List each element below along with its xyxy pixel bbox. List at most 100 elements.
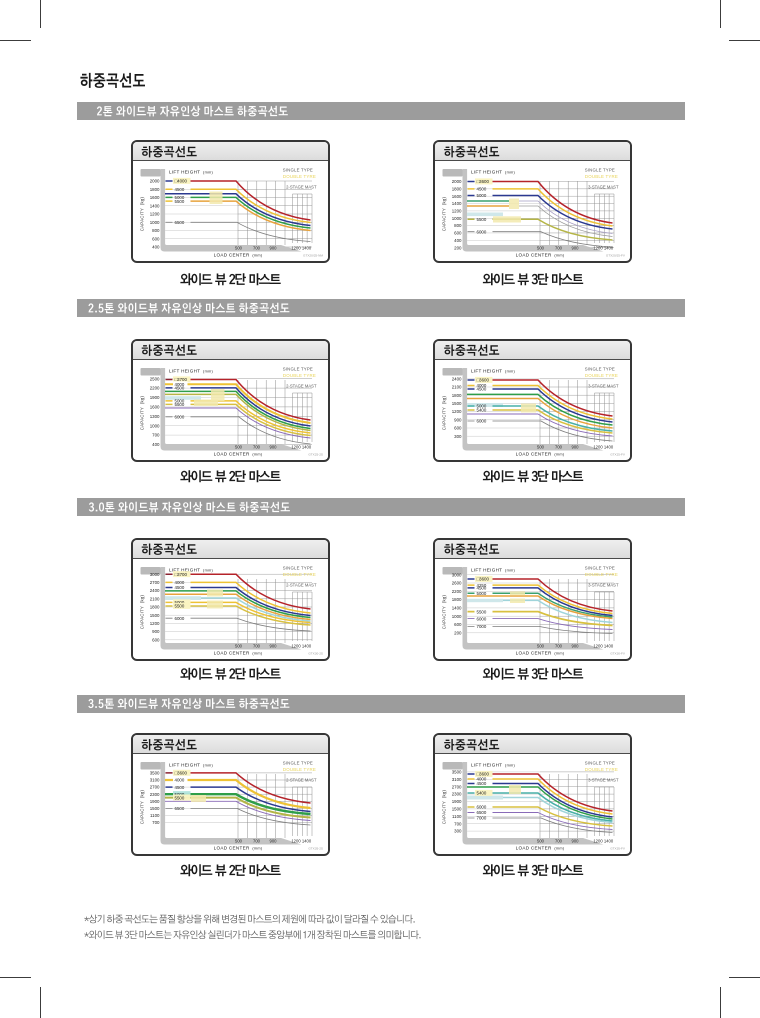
- svg-text:2000: 2000: [149, 179, 159, 184]
- svg-text:DOUBLE TYRE: DOUBLE TYRE: [585, 174, 618, 179]
- svg-text:900: 900: [454, 417, 462, 422]
- svg-text:500: 500: [537, 444, 545, 449]
- svg-text:4500: 4500: [477, 187, 487, 192]
- svg-text:2-STAGE MAST: 2-STAGE MAST: [286, 582, 317, 587]
- svg-text:4000: 4000: [174, 778, 184, 783]
- svg-text:LIFT HEIGHT (mm): LIFT HEIGHT (mm): [471, 567, 515, 572]
- svg-text:500: 500: [235, 246, 243, 251]
- svg-text:□3600: □3600: [477, 772, 490, 777]
- svg-text:LIFT HEIGHT (mm): LIFT HEIGHT (mm): [169, 170, 213, 175]
- svg-text:DOUBLE TYRE: DOUBLE TYRE: [585, 372, 618, 377]
- svg-text:1200: 1200: [291, 839, 301, 844]
- svg-text:3000: 3000: [149, 571, 159, 576]
- svg-text:800: 800: [152, 228, 160, 233]
- svg-text:2700: 2700: [149, 785, 159, 790]
- svg-text:1900: 1900: [149, 799, 159, 804]
- svg-text:SINGLE TYPE: SINGLE TYPE: [282, 761, 312, 766]
- svg-text:2-STAGE MAST: 2-STAGE MAST: [286, 185, 317, 190]
- svg-text:2300: 2300: [452, 792, 462, 797]
- svg-text:5000: 5000: [477, 590, 487, 595]
- svg-text:1600: 1600: [149, 404, 159, 409]
- svg-text:2400: 2400: [149, 588, 159, 593]
- svg-text:700: 700: [555, 444, 563, 449]
- svg-text:LIFT HEIGHT (mm): LIFT HEIGHT (mm): [169, 368, 213, 373]
- svg-text:1100: 1100: [452, 814, 462, 819]
- svg-text:1300: 1300: [149, 413, 159, 418]
- svg-text:1400: 1400: [604, 839, 614, 844]
- svg-text:LIFT HEIGHT (mm): LIFT HEIGHT (mm): [169, 763, 213, 768]
- svg-text:900: 900: [269, 444, 277, 449]
- svg-text:2400: 2400: [452, 376, 462, 381]
- svg-text:1400: 1400: [301, 643, 311, 648]
- svg-text:3100: 3100: [149, 778, 159, 783]
- svg-text:LOAD CENTER (mm): LOAD CENTER (mm): [213, 846, 262, 851]
- svg-text:4250: 4250: [477, 582, 487, 587]
- svg-text:6000: 6000: [477, 805, 487, 810]
- svg-text:500: 500: [537, 246, 545, 251]
- svg-text:GTX25-2S: GTX25-2S: [308, 452, 323, 456]
- svg-text:600: 600: [152, 637, 160, 642]
- svg-text:900: 900: [269, 246, 277, 251]
- svg-text:2-STAGE MAST: 2-STAGE MAST: [286, 778, 317, 783]
- svg-text:3000: 3000: [452, 572, 462, 577]
- svg-text:□3700: □3700: [174, 571, 187, 576]
- svg-text:700: 700: [555, 643, 563, 648]
- svg-text:CAPACITY (kg): CAPACITY (kg): [442, 196, 447, 231]
- svg-text:GTX35-FV: GTX35-FV: [610, 847, 626, 851]
- svg-text:6500: 6500: [174, 806, 184, 811]
- svg-text:LOAD CENTER (mm): LOAD CENTER (mm): [516, 846, 565, 851]
- svg-text:7000: 7000: [477, 816, 487, 821]
- svg-text:CAPACITY (kg): CAPACITY (kg): [139, 789, 144, 824]
- svg-text:700: 700: [555, 246, 563, 251]
- svg-text:LOAD CENTER (mm): LOAD CENTER (mm): [213, 650, 262, 655]
- svg-text:700: 700: [253, 444, 261, 449]
- svg-text:SINGLE TYPE: SINGLE TYPE: [585, 761, 615, 766]
- svg-text:6500: 6500: [477, 810, 487, 815]
- svg-text:1400: 1400: [604, 444, 614, 449]
- svg-text:GTX20/25-NM: GTX20/25-NM: [303, 254, 323, 258]
- svg-text:700: 700: [253, 839, 261, 844]
- svg-text:LIFT HEIGHT (mm): LIFT HEIGHT (mm): [169, 567, 213, 572]
- svg-text:CAPACITY (kg): CAPACITY (kg): [139, 395, 144, 430]
- svg-text:1500: 1500: [452, 807, 462, 812]
- svg-text:5500: 5500: [174, 199, 184, 204]
- svg-text:4000: 4000: [477, 383, 487, 388]
- svg-text:5500: 5500: [477, 217, 487, 222]
- svg-text:SINGLE TYPE: SINGLE TYPE: [585, 366, 615, 371]
- svg-text:3-STAGE MAST: 3-STAGE MAST: [588, 778, 619, 783]
- svg-text:2-STAGE MAST: 2-STAGE MAST: [286, 383, 317, 388]
- svg-text:DOUBLE TYRE: DOUBLE TYRE: [585, 767, 618, 772]
- svg-text:300: 300: [454, 433, 462, 438]
- svg-text:1900: 1900: [452, 799, 462, 804]
- svg-text:7000: 7000: [477, 624, 487, 629]
- svg-text:1400: 1400: [301, 839, 311, 844]
- svg-text:1000: 1000: [452, 613, 462, 618]
- svg-text:900: 900: [269, 643, 277, 648]
- svg-text:600: 600: [152, 236, 160, 241]
- svg-text:1000: 1000: [149, 220, 159, 225]
- svg-text:DOUBLE TYRE: DOUBLE TYRE: [282, 174, 315, 179]
- svg-text:6000: 6000: [477, 229, 487, 234]
- svg-text:4000: 4000: [174, 382, 184, 387]
- svg-text:6000: 6000: [477, 616, 487, 621]
- svg-text:400: 400: [152, 245, 160, 250]
- svg-text:1200: 1200: [593, 246, 603, 251]
- svg-text:900: 900: [572, 444, 580, 449]
- svg-text:6000: 6000: [174, 414, 184, 419]
- svg-text:CAPACITY (kg): CAPACITY (kg): [139, 196, 144, 231]
- svg-text:□3600: □3600: [174, 771, 187, 776]
- svg-text:2100: 2100: [452, 384, 462, 389]
- svg-text:1800: 1800: [149, 187, 159, 192]
- svg-text:5000: 5000: [174, 600, 184, 605]
- svg-text:700: 700: [555, 839, 563, 844]
- svg-text:200: 200: [454, 630, 462, 635]
- svg-text:5400: 5400: [477, 791, 487, 796]
- svg-text:6500: 6500: [174, 220, 184, 225]
- svg-text:1400: 1400: [301, 444, 311, 449]
- svg-text:400: 400: [152, 442, 160, 447]
- svg-text:SINGLE TYPE: SINGLE TYPE: [585, 168, 615, 173]
- svg-text:DOUBLE TYRE: DOUBLE TYRE: [282, 571, 315, 576]
- svg-text:600: 600: [454, 622, 462, 627]
- svg-text:500: 500: [537, 643, 545, 648]
- svg-text:□3700: □3700: [174, 377, 187, 382]
